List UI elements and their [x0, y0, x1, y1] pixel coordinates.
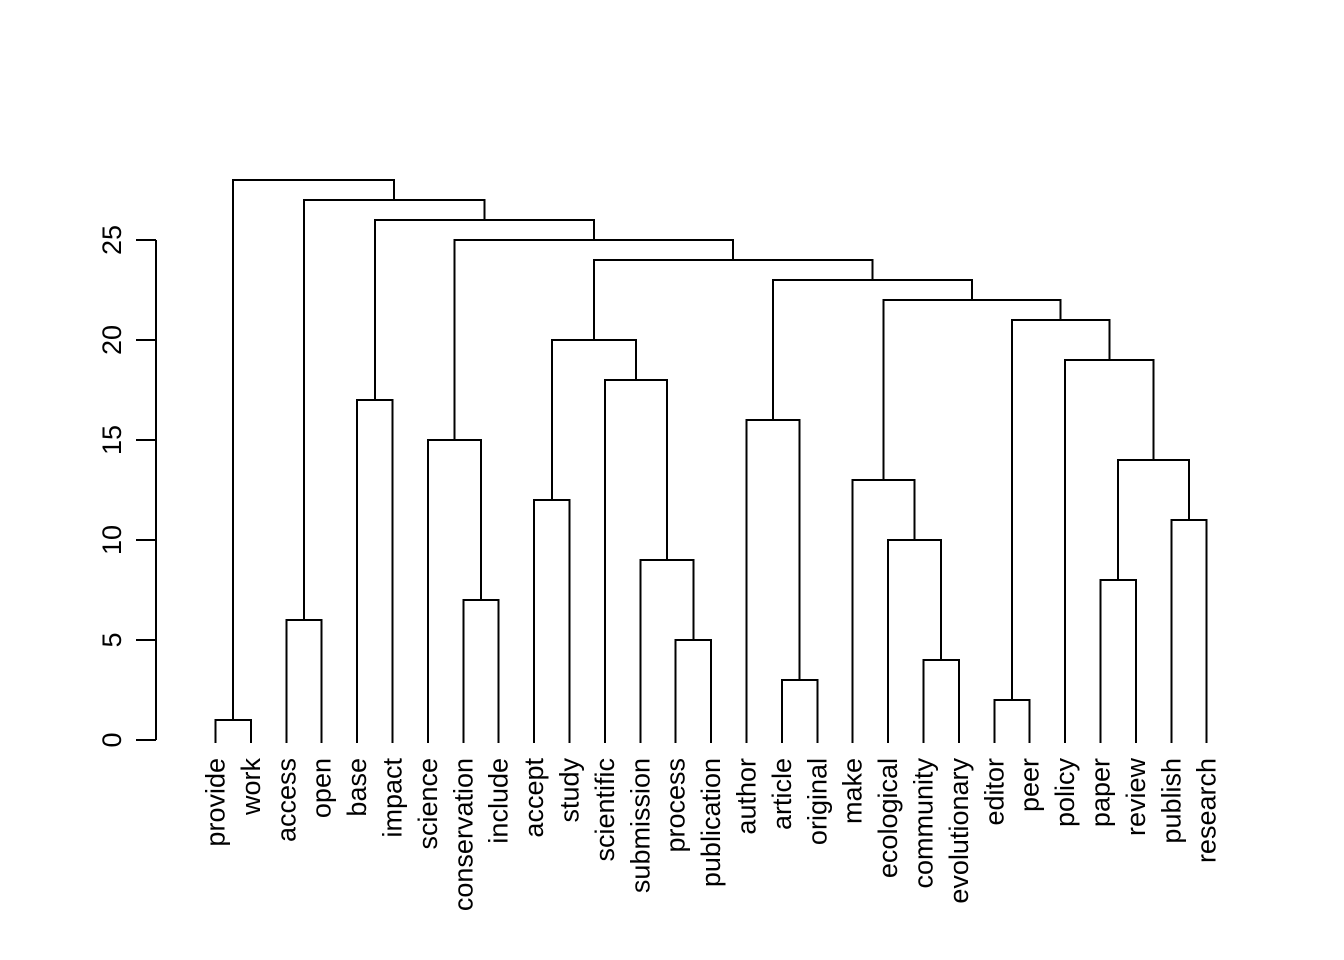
leaf-label: science	[413, 758, 443, 850]
leaf-label: article	[767, 758, 797, 830]
leaf-label: base	[342, 758, 372, 817]
leaf-label: study	[555, 758, 585, 823]
y-axis: 0 5 10 15 20 25	[97, 225, 157, 748]
y-axis-tick-label: 0	[97, 732, 127, 747]
leaf-label: paper	[1086, 758, 1116, 827]
leaf-label: submission	[625, 758, 655, 893]
leaf-labels: provide work access open base impact science co…	[201, 758, 1222, 912]
leaf-label: open	[307, 758, 337, 818]
leaf-label: original	[802, 758, 832, 845]
leaf-label: conservation	[448, 758, 478, 911]
leaf-label: work	[236, 758, 266, 817]
leaf-label: research	[1192, 758, 1222, 863]
leaf-label: ecological	[873, 758, 903, 878]
leaf-label: community	[909, 758, 939, 889]
leaf-label: review	[1121, 758, 1151, 837]
leaf-label: make	[838, 758, 868, 824]
leaf-label: include	[484, 758, 514, 844]
leaf-label: policy	[1050, 758, 1080, 828]
leaf-label: editor	[979, 758, 1009, 826]
leaf-label: access	[271, 758, 301, 842]
leaf-label: author	[732, 758, 762, 835]
y-axis-tick-label: 10	[97, 525, 127, 555]
y-axis-tick-label: 15	[97, 425, 127, 455]
leaf-label: accept	[519, 758, 549, 838]
leaf-label: scientific	[590, 758, 620, 862]
y-axis-tick-label: 25	[97, 225, 127, 255]
leaf-label: process	[661, 758, 691, 853]
leaf-label: peer	[1015, 758, 1045, 812]
dendrogram-tree	[214, 179, 1208, 743]
y-axis-tick-label: 20	[97, 325, 127, 355]
leaf-label: impact	[378, 758, 408, 838]
leaf-label: publication	[696, 758, 726, 887]
leaf-label: provide	[201, 758, 231, 847]
leaf-label: evolutionary	[944, 758, 974, 904]
y-axis-tick-label: 5	[97, 632, 127, 647]
leaf-label: publish	[1156, 758, 1186, 844]
